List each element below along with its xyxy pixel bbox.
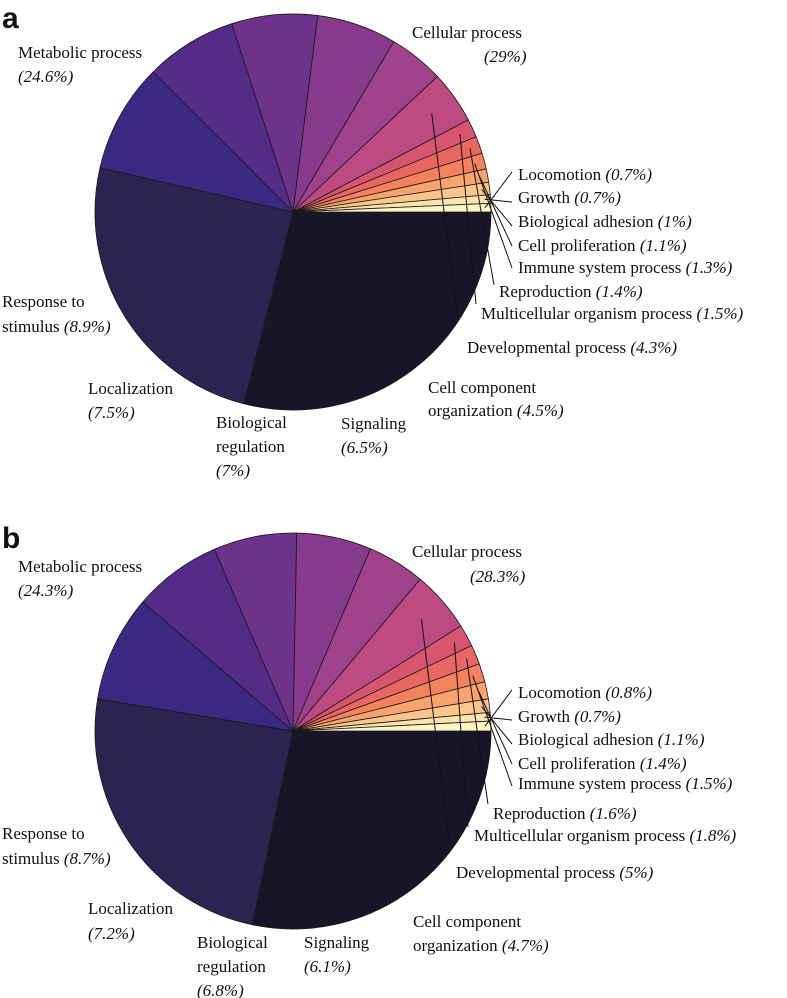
leader-line-reproduction: [469, 148, 495, 286]
slice-label-cell-component-organization: Cell component organization (4.7%): [413, 912, 549, 955]
slice-label-multicellular-organism-process: Multicellular organism process (1.8%): [474, 826, 737, 845]
slice-label-metabolic-process: Metabolic process (24.3%): [18, 557, 142, 600]
slice-label-localization: Localization (7.5%): [88, 379, 173, 422]
pie-slice-cellular-process: [243, 211, 492, 411]
leader-line-developmental-process: [420, 619, 451, 849]
leader-line-cell-proliferation: [479, 176, 513, 247]
leader-line-multicellular-organism-process: [453, 642, 469, 828]
slice-label-biological-adhesion: Biological adhesion (1%): [518, 212, 692, 231]
slice-label-immune-system-process: Immune system process (1.5%): [518, 774, 733, 793]
slice-label-signaling: Signaling (6.1%): [304, 933, 370, 976]
slice-label-cell-component-organization: Cell component organization (4.5%): [428, 378, 564, 420]
slice-label-locomotion: Locomotion (0.8%): [518, 683, 652, 702]
slice-label-cellular-process: Cellular process (29%): [412, 23, 527, 66]
slice-label-biological-regulation: Biological regulation (7%): [216, 413, 287, 480]
slice-label-biological-regulation: Biological regulation (6.8%): [197, 933, 268, 998]
slice-label-immune-system-process: Immune system process (1.3%): [518, 258, 733, 277]
slice-label-cell-proliferation: Cell proliferation (1.4%): [518, 754, 687, 773]
leader-line-growth: [484, 716, 513, 721]
pie-slice-metabolic-process: [94, 698, 294, 926]
slice-label-response-to-stimulus: Response to stimulus (8.7%): [2, 824, 111, 868]
leader-line-biological-adhesion: [481, 189, 513, 227]
leader-line-multicellular-organism-process: [459, 134, 477, 305]
slice-label-multicellular-organism-process: Multicellular organism process (1.5%): [481, 304, 744, 323]
pie-slice-metabolic-process: [94, 167, 294, 405]
slice-label-signaling: Signaling (6.5%): [341, 414, 407, 457]
leader-line-cell-proliferation: [478, 691, 513, 765]
leader-line-reproduction: [466, 658, 489, 805]
slice-label-growth: Growth (0.7%): [518, 188, 621, 207]
slice-label-reproduction: Reproduction (1.6%): [493, 804, 637, 823]
slice-label-developmental-process: Developmental process (5%): [456, 863, 654, 882]
panel-letter-a: a: [2, 2, 19, 35]
panel-letter-b: b: [2, 522, 20, 555]
pie-slice-response-to-stimulus: [99, 71, 295, 213]
leader-line-growth: [484, 198, 513, 203]
slice-label-locomotion: Locomotion (0.7%): [518, 165, 652, 184]
leader-line-biological-adhesion: [481, 706, 513, 745]
pie-chart-b: Cellular process (28.3%) Metabolic process…: [2, 532, 737, 998]
leader-line-developmental-process: [431, 113, 459, 323]
slice-label-response-to-stimulus: Response to stimulus (8.9%): [2, 292, 111, 336]
slice-label-localization: Localization (7.2%): [88, 899, 173, 943]
slice-label-growth: Growth (0.7%): [518, 707, 621, 726]
pie-chart-a: Cellular process (29%) Metabolic process (2…: [2, 13, 744, 480]
slice-label-reproduction: Reproduction (1.4%): [499, 282, 643, 301]
leader-line-immune-system-process: [472, 675, 513, 787]
pie-slice-response-to-stimulus: [97, 601, 295, 732]
slice-label-developmental-process: Developmental process (4.3%): [467, 338, 677, 357]
pie-slice-cellular-process: [251, 730, 492, 930]
slice-label-cell-proliferation: Cell proliferation (1.1%): [518, 236, 687, 255]
slice-label-biological-adhesion: Biological adhesion (1.1%): [518, 730, 705, 749]
leader-line-locomotion: [484, 171, 513, 209]
slice-label-metabolic-process: Metabolic process (24.6%): [18, 43, 142, 86]
leader-line-locomotion: [484, 689, 513, 727]
leader-line-immune-system-process: [474, 163, 513, 269]
slice-label-cellular-process: Cellular process (28.3%): [412, 542, 526, 586]
